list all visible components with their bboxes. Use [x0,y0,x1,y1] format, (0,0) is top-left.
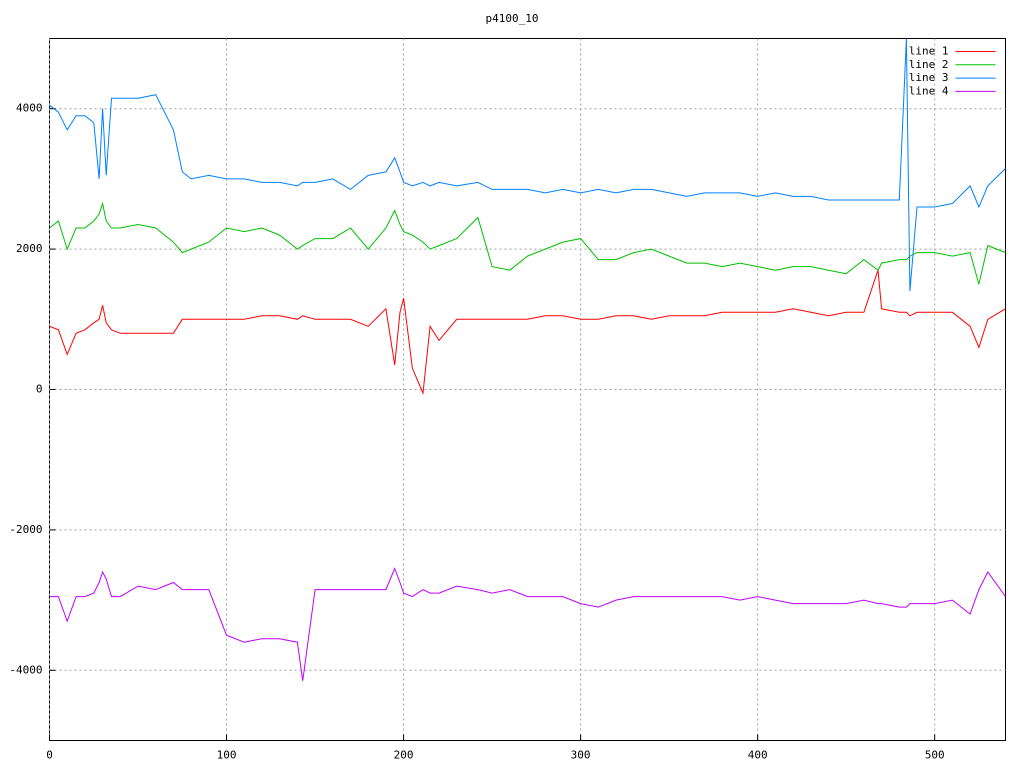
x-tick-label: 200 [394,749,414,762]
y-tick-label: 0 [36,383,43,396]
line-series [49,270,1006,395]
line-series [49,201,1006,285]
x-tick-label: 0 [46,749,53,762]
chart-title: p4100_10 [486,12,539,25]
y-tick-label: -4000 [9,663,42,676]
line-series [49,38,1006,292]
x-tick-label: 500 [925,749,945,762]
legend-label: line 4 [909,84,949,97]
x-tick-label: 100 [217,749,237,762]
x-tick-label: 400 [748,749,768,762]
legend-label: line 1 [909,45,949,58]
line-series [49,567,1006,681]
y-tick-label: 4000 [16,102,43,115]
y-tick-label: -2000 [9,523,42,536]
legend-label: line 3 [909,71,949,84]
x-tick-label: 300 [571,749,591,762]
y-tick-label: 2000 [16,242,43,255]
legend-label: line 2 [909,58,949,71]
